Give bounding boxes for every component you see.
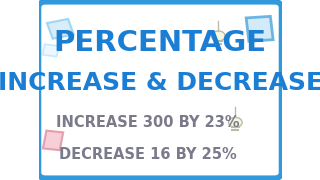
Text: DECREASE 16 BY 25%: DECREASE 16 BY 25% [59, 147, 237, 162]
Polygon shape [43, 131, 63, 150]
Text: INCREASE 300 BY 23%: INCREASE 300 BY 23% [56, 115, 240, 130]
Polygon shape [246, 16, 273, 41]
Circle shape [212, 31, 225, 41]
Text: INCREASE & DECREASE: INCREASE & DECREASE [0, 71, 320, 95]
FancyBboxPatch shape [38, 2, 282, 178]
Polygon shape [47, 19, 74, 39]
Circle shape [228, 117, 242, 127]
Polygon shape [42, 44, 59, 57]
Text: PERCENTAGE: PERCENTAGE [53, 29, 267, 57]
